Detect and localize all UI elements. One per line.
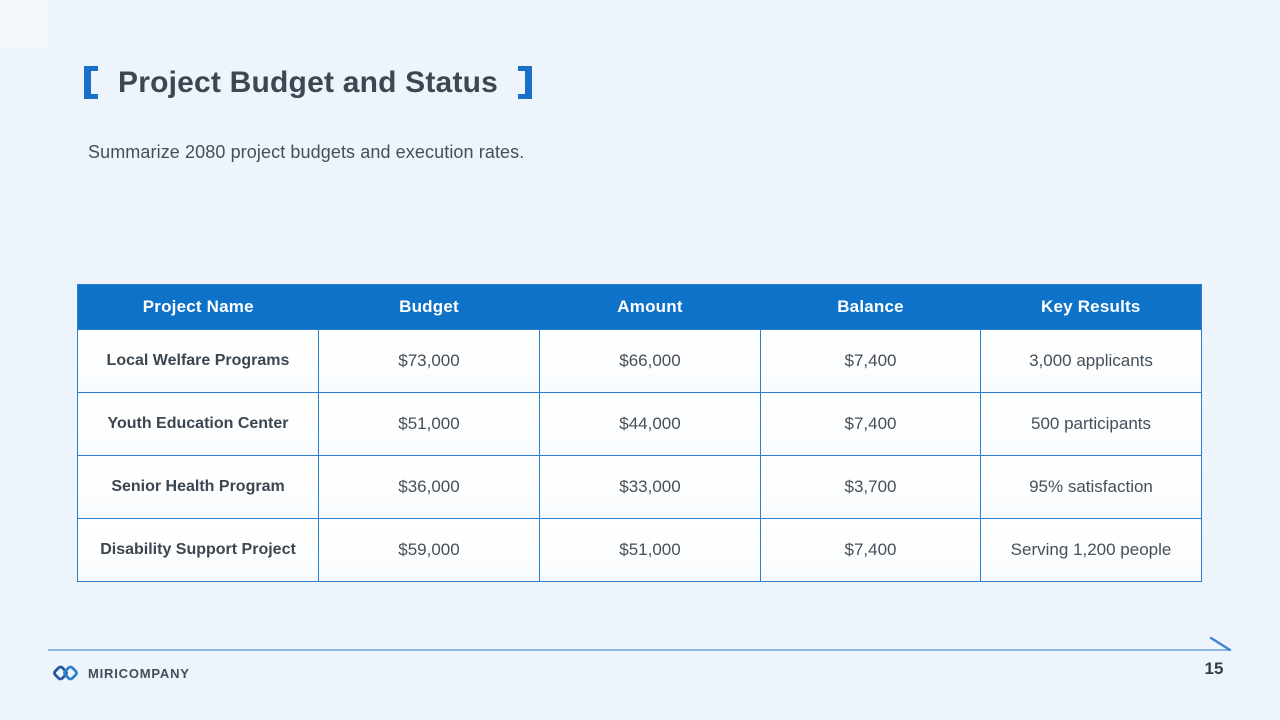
column-header: Key Results	[980, 284, 1202, 330]
project-name-cell: Local Welfare Programs	[77, 329, 319, 393]
value-cell: $33,000	[539, 455, 761, 519]
value-cell: $44,000	[539, 392, 761, 456]
value-cell: 95% satisfaction	[980, 455, 1202, 519]
company-logo: MIRICOMPANY	[52, 660, 190, 686]
title-block: Project Budget and Status	[84, 65, 533, 99]
project-budget-table: Project Name Budget Amount Balance Key Resul…	[77, 284, 1202, 582]
value-cell: $3,700	[760, 455, 981, 519]
company-name: MIRICOMPANY	[88, 665, 190, 681]
column-header: Amount	[539, 284, 761, 330]
value-cell: $7,400	[760, 518, 981, 582]
left-bracket-icon	[84, 66, 98, 99]
table-header-row: Project Name Budget Amount Balance Key Resul…	[77, 284, 1202, 330]
value-cell: $66,000	[539, 329, 761, 393]
page-number: 15	[1204, 659, 1224, 678]
column-header: Balance	[760, 284, 981, 330]
project-name-cell: Disability Support Project	[77, 518, 319, 582]
chain-links-icon	[53, 665, 78, 681]
value-cell: $51,000	[539, 518, 761, 582]
value-cell: $7,400	[760, 392, 981, 456]
value-cell: 3,000 applicants	[980, 329, 1202, 393]
page-title: Project Budget and Status	[118, 65, 499, 99]
value-cell: Serving 1,200 people	[980, 518, 1202, 582]
table-row: Local Welfare Programs $73,000 $66,000 $7,4…	[77, 329, 1202, 393]
value-cell: 500 participants	[980, 392, 1202, 456]
slide-subtitle: Summarize 2080 project budgets and execu…	[88, 142, 525, 162]
right-bracket-icon	[518, 66, 533, 99]
table-body: Local Welfare Programs $73,000 $66,000 $7,4…	[77, 329, 1202, 582]
table-row: Disability Support Project $59,000 $51,000…	[77, 518, 1202, 582]
column-header: Budget	[318, 284, 540, 330]
corner-decoration	[0, 0, 48, 48]
value-cell: $73,000	[318, 329, 540, 393]
table-row: Senior Health Program $36,000 $33,000 $3,70…	[77, 455, 1202, 519]
footer-divider-line	[48, 649, 1230, 651]
value-cell: $59,000	[318, 518, 540, 582]
column-header: Project Name	[77, 284, 319, 330]
project-name-cell: Senior Health Program	[77, 455, 319, 519]
table-row: Youth Education Center $51,000 $44,000 $7,4…	[77, 392, 1202, 456]
value-cell: $7,400	[760, 329, 981, 393]
line-end-tick-icon	[1209, 636, 1232, 652]
project-name-cell: Youth Education Center	[77, 392, 319, 456]
value-cell: $51,000	[318, 392, 540, 456]
value-cell: $36,000	[318, 455, 540, 519]
